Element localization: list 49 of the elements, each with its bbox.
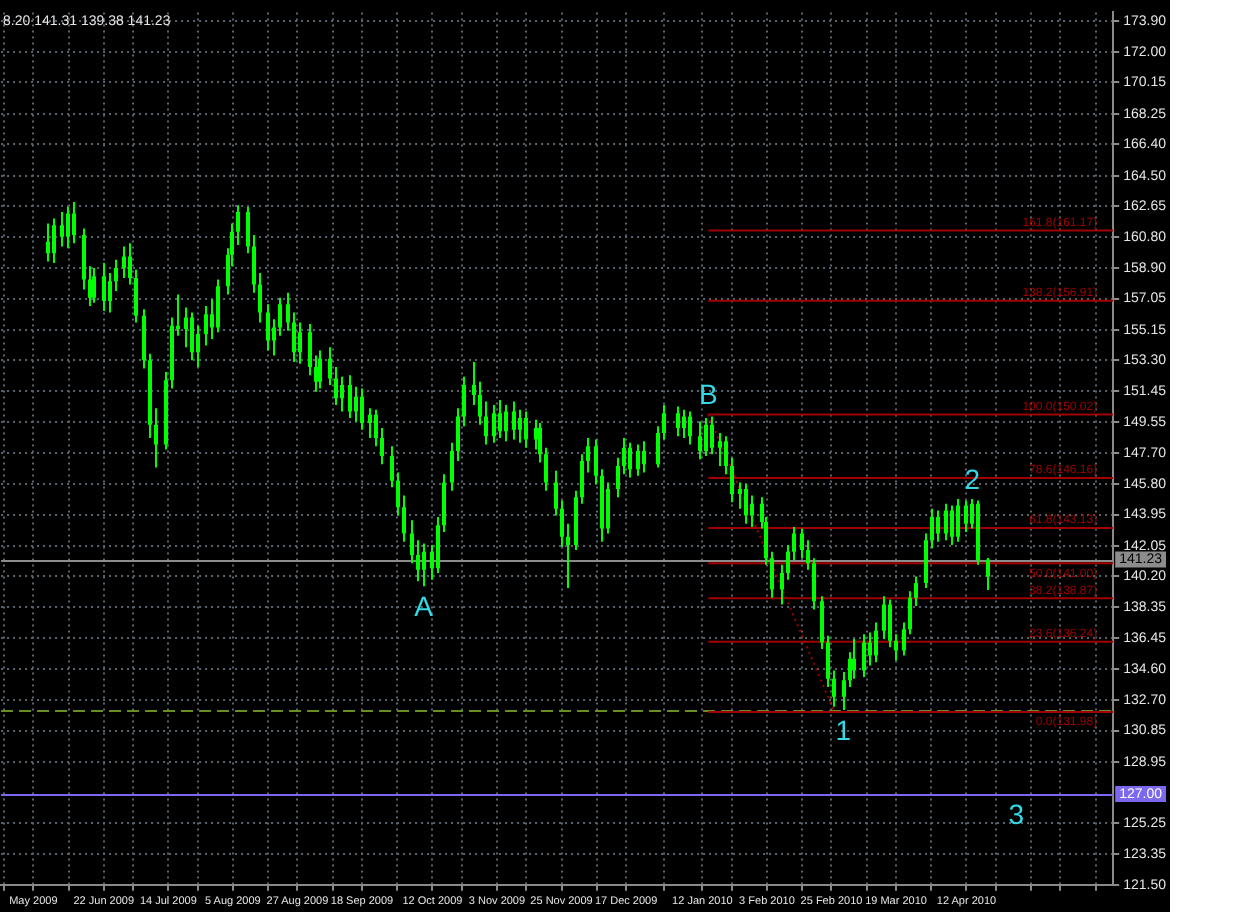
candlestick — [704, 418, 708, 457]
candlestick — [518, 409, 522, 443]
candlestick — [52, 218, 56, 264]
candlestick — [348, 375, 352, 419]
candlestick — [122, 246, 126, 278]
candlestick — [628, 442, 632, 478]
candlestick — [642, 441, 646, 473]
candlestick — [950, 505, 954, 546]
candlestick — [60, 211, 64, 247]
candlestick — [944, 503, 948, 541]
annotation: A — [414, 590, 435, 623]
candlestick — [512, 401, 516, 440]
candlestick — [216, 279, 220, 333]
candlestick — [190, 312, 194, 361]
candlestick — [72, 202, 76, 244]
candlestick — [862, 634, 866, 678]
candlestick — [976, 500, 980, 565]
candlestick — [492, 404, 496, 443]
candlestick — [636, 444, 640, 476]
candlestick — [852, 639, 856, 679]
candlestick — [874, 622, 878, 663]
candlestick — [744, 484, 748, 524]
candlestick — [102, 263, 106, 311]
candlestick — [66, 207, 70, 249]
candlestick — [46, 223, 50, 262]
candlestick — [498, 399, 502, 438]
annotation: 3 — [1008, 797, 1025, 830]
candlestick — [266, 304, 270, 351]
candlestick — [204, 305, 208, 346]
candlestick — [422, 543, 426, 587]
candlestick — [964, 500, 968, 532]
candlestick — [524, 411, 528, 448]
candlestick — [92, 268, 96, 303]
annotation: B — [698, 378, 718, 411]
candlestick — [936, 510, 940, 542]
candlestick — [986, 558, 990, 590]
candlestick — [698, 421, 702, 460]
candlestick — [718, 432, 722, 466]
candlestick — [368, 408, 372, 438]
candlestick — [882, 596, 886, 640]
candlestick — [504, 404, 508, 442]
candlestick — [318, 350, 322, 389]
candlestick — [710, 416, 714, 455]
candlestick — [682, 409, 686, 438]
candlestick — [688, 411, 692, 445]
candlestick — [360, 388, 364, 430]
candlestick — [956, 498, 960, 542]
annotation: 1 — [835, 713, 852, 746]
candlestick — [676, 406, 680, 437]
